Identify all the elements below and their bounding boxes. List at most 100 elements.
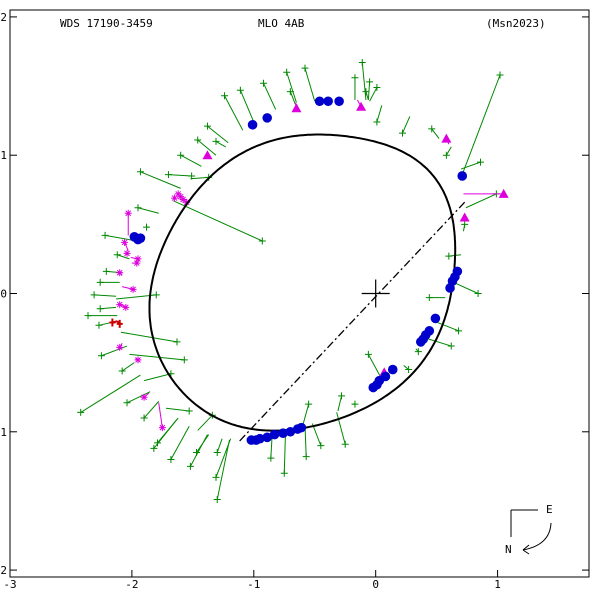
triangle-marker — [459, 212, 470, 222]
plus-marker — [358, 59, 366, 67]
y-tick-label: -2 — [0, 564, 7, 577]
plus-marker — [173, 338, 181, 346]
discrepant-marker — [109, 318, 116, 327]
speckle-point — [323, 96, 333, 107]
plus-marker — [186, 462, 194, 470]
plus-marker — [364, 350, 372, 358]
residual-line — [180, 154, 202, 167]
header-right: (Msn2023) — [486, 17, 546, 30]
interferometric-point — [291, 102, 302, 113]
y-tick-label: 0 — [0, 288, 7, 301]
micrometer-point — [177, 151, 202, 167]
micrometer-point — [301, 64, 316, 102]
micrometer-point — [428, 125, 440, 139]
plus-marker — [212, 137, 220, 145]
micrometer-point — [260, 79, 277, 110]
asterisk-marker — [134, 356, 142, 364]
micrometer-point — [129, 353, 188, 364]
residual-line — [215, 140, 227, 148]
asterisk-marker — [177, 193, 185, 201]
residual-line — [158, 402, 163, 428]
residual-line — [137, 207, 159, 214]
micrometer-point — [113, 251, 130, 260]
header-center: MLO 4AB — [258, 17, 305, 30]
asterisk-marker — [174, 190, 182, 198]
speckle-point — [292, 424, 303, 434]
residual-line — [94, 294, 117, 297]
plus-marker — [84, 312, 92, 320]
residual-line — [196, 434, 210, 453]
line-of-nodes — [238, 201, 466, 442]
plus-marker — [96, 305, 104, 313]
residual-line — [302, 404, 310, 427]
asterisk-marker — [183, 198, 191, 206]
asterisk-marker — [116, 269, 124, 277]
plus-marker — [366, 78, 374, 86]
asterisk-marker — [171, 194, 179, 202]
micrometer-point — [280, 433, 288, 477]
residual-line — [445, 146, 452, 156]
y-tick-label: 1 — [0, 149, 7, 162]
asterisk-marker — [123, 249, 131, 257]
micrometer-point — [364, 350, 383, 380]
micrometer-point — [351, 400, 359, 408]
asterisk-marker — [122, 303, 130, 311]
residual-line — [424, 337, 452, 347]
micrometer-point — [442, 146, 452, 159]
residual-line — [337, 395, 343, 412]
micrometer-point — [366, 78, 374, 100]
micrometer-point — [362, 88, 370, 101]
speckle-point — [387, 364, 398, 375]
residual-line — [216, 439, 230, 500]
asterisk-marker — [140, 393, 148, 401]
micrometer-point — [123, 391, 151, 407]
plus-marker — [97, 352, 105, 360]
x-tick-label: -1 — [247, 578, 260, 591]
asterisk-marker — [158, 424, 166, 432]
plus-marker — [302, 453, 310, 461]
plus-marker — [351, 400, 359, 408]
photographic-point — [179, 195, 187, 203]
plus-marker — [150, 444, 158, 452]
asterisk-marker — [116, 343, 124, 351]
plus-marker — [283, 68, 291, 76]
micrometer-point — [140, 401, 160, 422]
speckle-point — [278, 428, 288, 438]
residual-line — [173, 200, 263, 242]
micrometer-point — [286, 88, 296, 105]
speckle-point — [430, 313, 441, 324]
plus-marker — [164, 171, 172, 179]
asterisk-marker — [179, 195, 187, 203]
discrepant-point — [116, 319, 123, 328]
plus-marker — [461, 220, 469, 228]
plus-marker — [305, 400, 313, 408]
micrometer-point — [311, 423, 325, 450]
micrometer-point — [212, 137, 227, 148]
primary-star-marker — [361, 279, 390, 308]
plus-marker — [267, 454, 275, 462]
speckle-point — [262, 113, 272, 123]
micrometer-point — [118, 362, 135, 375]
micrometer-point — [351, 74, 359, 100]
asterisk-marker — [129, 285, 137, 293]
plus-marker — [167, 455, 175, 463]
speckle-point — [262, 432, 272, 443]
residual-line — [239, 90, 255, 123]
plus-marker — [447, 342, 455, 350]
micrometer-point — [403, 365, 413, 374]
photographic-point — [131, 259, 141, 267]
residual-line — [153, 419, 178, 449]
residual-line — [453, 281, 479, 294]
plus-marker — [362, 88, 370, 96]
residual-line — [124, 242, 129, 251]
plus-marker — [474, 290, 482, 297]
plus-marker — [399, 129, 407, 137]
plus-marker — [351, 74, 359, 82]
residual-line — [263, 83, 277, 110]
compass-arrow-head — [522, 544, 530, 555]
residual-line — [367, 354, 383, 380]
residual-line — [140, 171, 181, 189]
residual-line — [434, 320, 459, 332]
interferometric-point — [441, 133, 452, 145]
plus-marker — [90, 291, 98, 299]
